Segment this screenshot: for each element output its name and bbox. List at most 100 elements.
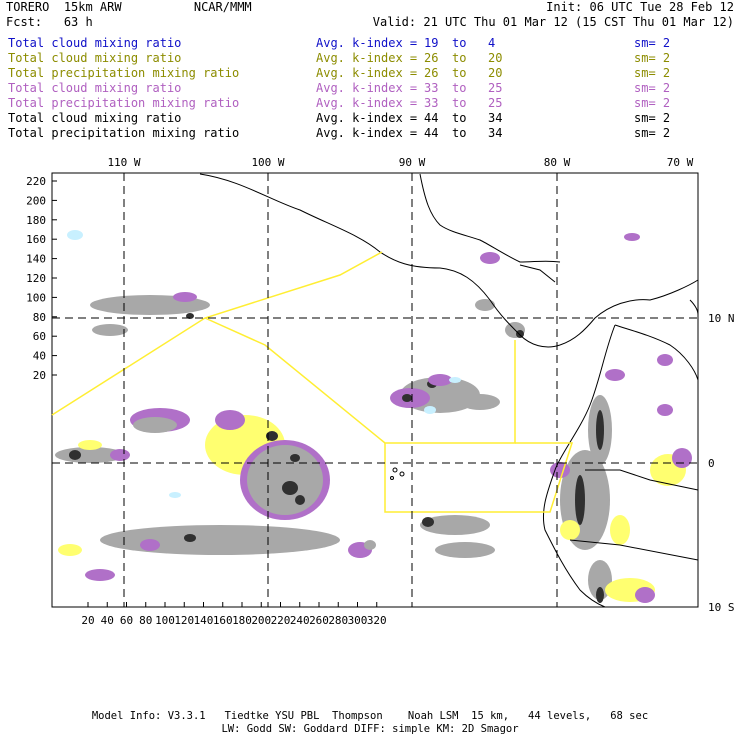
legend-sm: sm= 2 (634, 111, 671, 125)
valid-time: Valid: 21 UTC Thu 01 Mar 12 (15 CST Thu … (372, 15, 734, 29)
x-axis-ticks: 20 40 60 80 100 120 140 160 180 200 220 240 260 280 30… (81, 602, 387, 627)
legend-field: Total cloud mixing ratio (8, 36, 182, 50)
cloud-field (55, 230, 692, 603)
legend-to-word: to (452, 96, 467, 110)
legend-to: 25 (488, 81, 503, 95)
footer-line-2: LW: Godd SW: Goddard DIFF: simple KM: 2D… (221, 723, 519, 735)
x-tick-label: 240 (290, 614, 310, 627)
legend-field: Total cloud mixing ratio (8, 111, 182, 125)
coastlines (199, 173, 699, 608)
longitude-label: 90 W (399, 156, 426, 169)
legend-to-word: to (452, 66, 467, 80)
x-tick-label: 40 (101, 614, 114, 627)
y-tick-label: 60 (33, 330, 46, 343)
latitude-label: 10 S (708, 601, 735, 614)
y-tick-label: 40 (33, 350, 46, 363)
x-tick-label: 60 (120, 614, 133, 627)
legend-sm: sm= 2 (634, 81, 671, 95)
legend-sm: sm= 2 (634, 36, 671, 50)
legend-field: Total precipitation mixing ratio (8, 66, 240, 80)
y-tick-label: 180 (26, 214, 46, 227)
legend-to-word: to (452, 51, 467, 65)
longitude-label: 80 W (544, 156, 571, 169)
x-tick-label: 300 (348, 614, 368, 627)
domain-boundaries (51, 251, 574, 513)
init-time: Init: 06 UTC Tue 28 Feb 12 (546, 0, 734, 14)
legend-sm: sm= 2 (634, 96, 671, 110)
legend-entry: Total precipitation mixing ratio Avg. k-i… (8, 66, 728, 81)
latitude-label: 0 (708, 457, 715, 470)
legend-from: 26 (424, 51, 439, 65)
y-tick-label: 80 (33, 311, 46, 324)
legend-field: Total cloud mixing ratio (8, 51, 182, 65)
latitude-label: 10 N (708, 312, 735, 325)
legend-sm: sm= 2 (634, 51, 671, 65)
legend-sm: sm= 2 (634, 66, 671, 80)
y-tick-label: 20 (33, 369, 46, 382)
legend-to-word: to (452, 81, 467, 95)
fcst-value: 63 h (63, 15, 93, 29)
x-tick-label: 200 (251, 614, 271, 627)
header-line-2: Fcst: 63 h (6, 15, 93, 29)
x-tick-label: 100 (155, 614, 175, 627)
legend-to: 34 (488, 111, 503, 125)
graticule (52, 173, 698, 607)
legend-from: 44 (424, 126, 439, 140)
header-line-1: TORERO 15km ARW NCAR/MMM (6, 0, 252, 14)
legend-sm: sm= 2 (634, 126, 671, 140)
legend-entry: Total precipitation mixing ratio Avg. k-i… (8, 126, 728, 141)
legend-entry: Total cloud mixing ratio Avg. k-index = 1… (8, 36, 728, 51)
x-tick-label: 140 (194, 614, 214, 627)
legend-index: Avg. k-index = (316, 111, 425, 125)
x-tick-label: 320 (367, 614, 387, 627)
x-tick-label: 260 (309, 614, 329, 627)
longitude-label: 100 W (251, 156, 284, 169)
legend-field: Total precipitation mixing ratio (8, 96, 240, 110)
legend-to: 34 (488, 126, 503, 140)
x-tick-label: 160 (213, 614, 233, 627)
model-name: TORERO (6, 0, 50, 14)
x-tick-label: 280 (328, 614, 348, 627)
legend-to: 25 (488, 96, 503, 110)
legend-from: 33 (424, 81, 439, 95)
legend-index: Avg. k-index = (316, 126, 425, 140)
longitude-label: 110 W (107, 156, 140, 169)
weather-map: 220 200 180 160 140 120 100 80 60 40 20 20 40 60 80 10… (26, 156, 735, 627)
legend-field: Total precipitation mixing ratio (8, 126, 240, 140)
legend-from: 26 (424, 66, 439, 80)
legend-index: Avg. k-index = (316, 96, 425, 110)
legend-to: 20 (488, 66, 503, 80)
x-tick-label: 20 (81, 614, 94, 627)
legend-index: Avg. k-index = (316, 51, 425, 65)
y-tick-label: 160 (26, 233, 46, 246)
legend-index: Avg. k-index = (316, 36, 425, 50)
legend-entry: Total precipitation mixing ratio Avg. k-i… (8, 96, 728, 111)
legend-to-word: to (452, 126, 467, 140)
latitude-labels: 10 N 0 10 S (708, 312, 735, 614)
legend-from: 33 (424, 96, 439, 110)
fcst-label: Fcst: (6, 15, 43, 29)
legend-to: 4 (488, 36, 496, 50)
longitude-label: 70 W (667, 156, 694, 169)
legend-to-word: to (452, 111, 467, 125)
footer: Model Info: V3.3.1 Tiedtke YSU PBL Thomp… (0, 710, 740, 736)
legend-field: Total cloud mixing ratio (8, 81, 182, 95)
legend-entry: Total cloud mixing ratio Avg. k-index = 2… (8, 51, 728, 66)
y-tick-label: 140 (26, 253, 46, 266)
legend-entry: Total cloud mixing ratio Avg. k-index = 3… (8, 81, 728, 96)
y-axis-ticks: 220 200 180 160 140 120 100 80 60 40 20 (26, 175, 57, 382)
legend-index: Avg. k-index = (316, 66, 425, 80)
model-org: NCAR/MMM (193, 0, 252, 14)
longitude-labels: 110 W 100 W 90 W 80 W 70 W (107, 156, 693, 169)
legend-from: 19 (424, 36, 439, 50)
legend-to-word: to (452, 36, 467, 50)
legend-entry: Total cloud mixing ratio Avg. k-index = 4… (8, 111, 728, 126)
y-tick-label: 120 (26, 272, 46, 285)
footer-line-1: Model Info: V3.3.1 Tiedtke YSU PBL Thomp… (91, 710, 649, 722)
legend-from: 44 (424, 111, 439, 125)
model-resolution: 15km ARW (63, 0, 122, 14)
x-tick-label: 220 (271, 614, 291, 627)
y-tick-label: 200 (26, 194, 46, 207)
y-tick-label: 100 (26, 291, 46, 304)
y-tick-label: 220 (26, 175, 46, 188)
